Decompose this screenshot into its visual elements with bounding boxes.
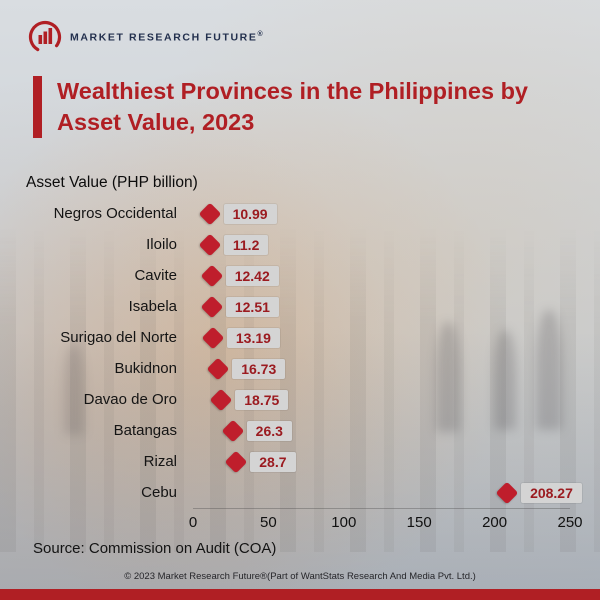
x-axis: 0 50 100 150 200 250 xyxy=(189,508,583,535)
lollipop-chart: Negros Occidental 10.99 Iloilo 11.2 Cavite 12… xyxy=(25,198,583,535)
chart-rows: Negros Occidental 10.99 Iloilo 11.2 Cavite 12… xyxy=(25,198,582,508)
chart-row: Davao de Oro 18.75 xyxy=(25,384,570,415)
title-accent-bar xyxy=(33,76,42,139)
category-label: Cebu xyxy=(141,484,177,501)
x-tick-label: 50 xyxy=(260,514,277,531)
diamond-marker xyxy=(224,450,248,473)
category-label: Davao de Oro xyxy=(83,391,177,408)
footer-accent-strip xyxy=(0,589,600,600)
row-plot-area: 18.75 xyxy=(193,384,570,415)
source-note: Source: Commission on Audit (COA) xyxy=(33,540,277,557)
brand-logo: MARKET RESEARCH FUTURE® xyxy=(28,20,264,54)
row-plot-area: 13.19 xyxy=(193,322,570,353)
chart-row: Isabela 12.51 xyxy=(25,291,570,322)
value-label: 11.2 xyxy=(223,234,269,255)
row-plot-area: 26.3 xyxy=(193,415,570,446)
row-plot-area: 11.2 xyxy=(193,229,570,260)
value-label: 18.75 xyxy=(235,389,289,410)
diamond-marker xyxy=(198,202,221,225)
row-plot-area: 12.42 xyxy=(193,260,570,291)
chart-row: Bukidnon 16.73 xyxy=(25,353,570,384)
copyright-note: © 2023 Market Research Future®(Part of W… xyxy=(124,571,476,582)
diamond-marker xyxy=(200,295,224,318)
category-label: Cavite xyxy=(134,267,177,284)
x-tick-label: 200 xyxy=(482,514,508,531)
chart-row: Cebu 208.27 xyxy=(25,477,582,508)
diamond-marker xyxy=(495,481,519,504)
x-tick-label: 250 xyxy=(557,514,583,531)
row-plot-area: 208.27 xyxy=(193,477,582,508)
x-tick-label: 100 xyxy=(331,514,357,531)
value-label: 12.42 xyxy=(225,265,279,286)
row-plot-area: 12.51 xyxy=(193,291,570,322)
category-label: Batangas xyxy=(113,422,177,439)
page-title: Wealthiest Provinces in the Philippines … xyxy=(57,78,528,136)
chart-axis-label: Asset Value (PHP billion) xyxy=(26,174,198,191)
diamond-marker xyxy=(209,388,233,411)
category-label: Surigao del Norte xyxy=(60,329,177,346)
value-label: 26.3 xyxy=(246,420,292,441)
brand-logo-text: MARKET RESEARCH FUTURE® xyxy=(70,30,265,44)
chart-row: Cavite 12.42 xyxy=(25,260,570,291)
diamond-marker xyxy=(200,264,224,287)
value-label: 12.51 xyxy=(225,296,279,317)
diamond-marker xyxy=(206,357,230,380)
diamond-marker xyxy=(221,419,244,442)
value-label: 208.27 xyxy=(521,482,582,503)
category-label: Isabela xyxy=(128,298,177,315)
category-label: Rizal xyxy=(143,453,177,470)
category-label: Negros Occidental xyxy=(53,205,177,222)
diamond-marker xyxy=(201,326,225,349)
category-label: Bukidnon xyxy=(114,360,177,377)
value-label: 10.99 xyxy=(223,203,277,224)
value-label: 28.7 xyxy=(250,451,296,472)
row-plot-area: 28.7 xyxy=(193,446,570,477)
registered-mark: ® xyxy=(257,30,265,38)
chart-row: Negros Occidental 10.99 xyxy=(25,198,570,229)
chart-row: Surigao del Norte 13.19 xyxy=(25,322,570,353)
x-tick-label: 150 xyxy=(406,514,432,531)
row-plot-area: 16.73 xyxy=(193,353,570,384)
chart-row: Batangas 26.3 xyxy=(25,415,570,446)
chart-row: Rizal 28.7 xyxy=(25,446,570,477)
row-plot-area: 10.99 xyxy=(193,198,570,229)
value-label: 13.19 xyxy=(226,327,280,348)
diamond-marker xyxy=(198,233,222,256)
title-block: Wealthiest Provinces in the Philippines … xyxy=(33,76,573,139)
category-label: Iloilo xyxy=(146,236,177,253)
value-label: 16.73 xyxy=(232,358,286,379)
x-tick-label: 0 xyxy=(188,514,198,531)
mrf-logo-icon xyxy=(28,20,62,54)
chart-row: Iloilo 11.2 xyxy=(25,229,570,260)
